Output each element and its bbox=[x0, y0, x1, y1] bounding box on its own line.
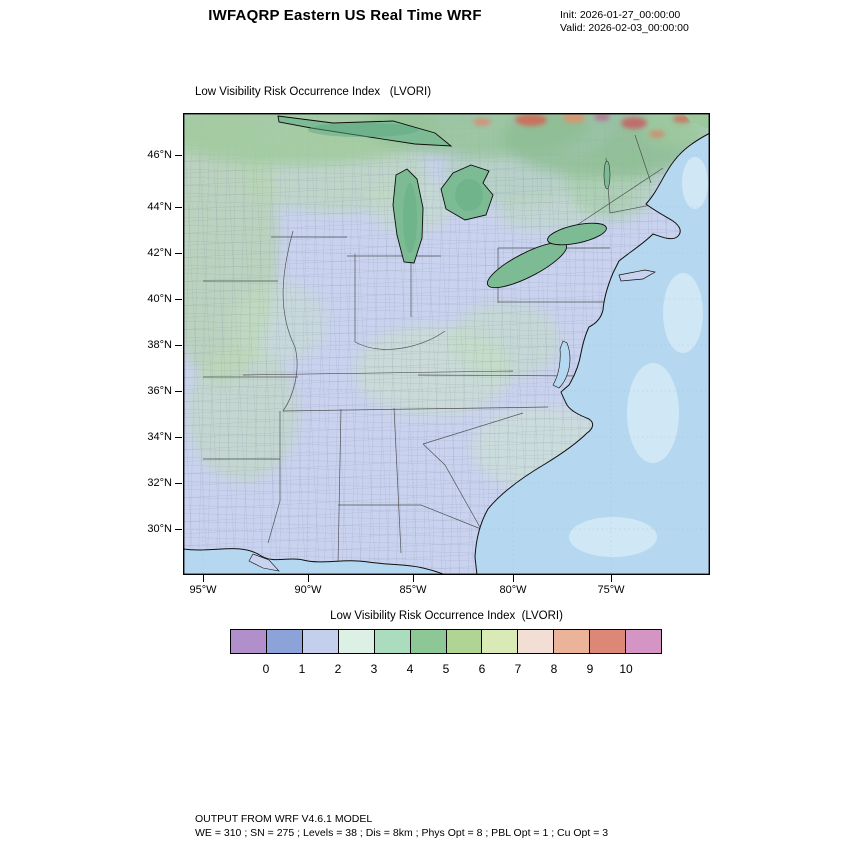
lvori-map-canvas bbox=[158, 93, 721, 576]
colorbar-tick-label: 5 bbox=[442, 662, 450, 676]
lat-tick-mark bbox=[175, 529, 182, 530]
lat-tick-label: 46°N bbox=[147, 149, 172, 161]
lat-tick-label: 40°N bbox=[147, 293, 172, 305]
footer-model-line: OUTPUT FROM WRF V4.6.1 MODEL bbox=[195, 813, 373, 825]
colorbar-tick-label: 1 bbox=[298, 662, 306, 676]
run-times: Init: 2026-01-27_00:00:00 Valid: 2026-02… bbox=[560, 9, 689, 35]
lon-tick-mark bbox=[308, 575, 309, 582]
colorbar-tick-label: 4 bbox=[406, 662, 414, 676]
colorbar-tick-label: 3 bbox=[370, 662, 378, 676]
colorbar-cell bbox=[337, 629, 375, 654]
colorbar-cell bbox=[230, 629, 267, 654]
lon-tick-label: 75°W bbox=[597, 584, 625, 596]
colorbar-cell bbox=[589, 629, 627, 654]
lon-tick-mark bbox=[413, 575, 414, 582]
lon-tick-label: 90°W bbox=[294, 584, 322, 596]
lon-tick-label: 95°W bbox=[189, 584, 217, 596]
lake-champlain bbox=[603, 160, 611, 190]
lat-tick-mark bbox=[175, 483, 182, 484]
colorbar-cell bbox=[373, 629, 411, 654]
map-container bbox=[158, 93, 721, 576]
lake-michigan bbox=[392, 168, 424, 264]
lake-huron bbox=[440, 164, 494, 221]
lat-tick-label: 44°N bbox=[147, 201, 172, 213]
gulf-of-mexico bbox=[182, 548, 446, 576]
mississippi-delta bbox=[248, 553, 280, 572]
lat-tick-label: 42°N bbox=[147, 247, 172, 259]
lat-tick-label: 30°N bbox=[147, 523, 172, 535]
lat-tick-label: 32°N bbox=[147, 477, 172, 489]
lat-tick-mark bbox=[175, 207, 182, 208]
lat-tick-mark bbox=[175, 299, 182, 300]
footer: OUTPUT FROM WRF V4.6.1 MODEL WE = 310 ; … bbox=[195, 812, 608, 840]
colorbar-cell bbox=[445, 629, 483, 654]
colorbar-tick-label: 0 bbox=[262, 662, 270, 676]
colorbar bbox=[230, 629, 663, 654]
init-time: Init: 2026-01-27_00:00:00 bbox=[560, 9, 681, 21]
colorbar-tick-label: 2 bbox=[334, 662, 342, 676]
lat-tick-label: 38°N bbox=[147, 339, 172, 351]
colorbar-tick-label: 8 bbox=[550, 662, 558, 676]
lat-tick-mark bbox=[175, 253, 182, 254]
colorbar-tick-label: 10 bbox=[619, 662, 633, 676]
lat-tick-label: 34°N bbox=[147, 431, 172, 443]
colorbar-tick-label: 9 bbox=[586, 662, 594, 676]
colorbar-tick-label: 6 bbox=[478, 662, 486, 676]
lon-tick-mark bbox=[513, 575, 514, 582]
colorbar-ticks: 0 1 2 3 4 5 6 7 8 9 10 bbox=[230, 662, 662, 678]
chesapeake-bay bbox=[552, 340, 571, 389]
map-frame bbox=[182, 112, 710, 576]
lon-tick-label: 85°W bbox=[399, 584, 427, 596]
lat-tick-mark bbox=[175, 391, 182, 392]
lat-tick-label: 36°N bbox=[147, 385, 172, 397]
lake-ontario bbox=[547, 222, 607, 246]
colorbar-cell bbox=[265, 629, 303, 654]
lat-tick-mark bbox=[175, 437, 182, 438]
page-title: IWFAQRP Eastern US Real Time WRF bbox=[208, 7, 482, 24]
state-borders bbox=[203, 134, 664, 566]
colorbar-cell bbox=[553, 629, 591, 654]
colorbar-label: Low Visibility Risk Occurrence Index (LV… bbox=[330, 610, 563, 622]
colorbar-cell bbox=[409, 629, 447, 654]
map-title: Low Visibility Risk Occurrence Index (LV… bbox=[195, 86, 432, 98]
colorbar-tick-label: 7 bbox=[514, 662, 522, 676]
new-brunswick-land bbox=[683, 113, 710, 129]
atlantic-ocean bbox=[474, 132, 711, 576]
valid-time: Valid: 2026-02-03_00:00:00 bbox=[560, 22, 689, 34]
colorbar-cell bbox=[301, 629, 339, 654]
lat-tick-mark bbox=[175, 155, 182, 156]
lon-tick-mark bbox=[203, 575, 204, 582]
footer-config-line: WE = 310 ; SN = 275 ; Levels = 38 ; Dis … bbox=[195, 827, 609, 839]
lon-tick-mark bbox=[611, 575, 612, 582]
terrain-hot-spots bbox=[473, 113, 691, 138]
long-island bbox=[618, 269, 656, 282]
colorbar-cell bbox=[481, 629, 519, 654]
great-lakes bbox=[277, 115, 611, 289]
lon-tick-label: 80°W bbox=[499, 584, 527, 596]
colorbar-cell bbox=[517, 629, 555, 654]
colorbar-cell bbox=[625, 629, 663, 654]
ocean-light-patches bbox=[569, 157, 708, 557]
lat-tick-mark bbox=[175, 345, 182, 346]
